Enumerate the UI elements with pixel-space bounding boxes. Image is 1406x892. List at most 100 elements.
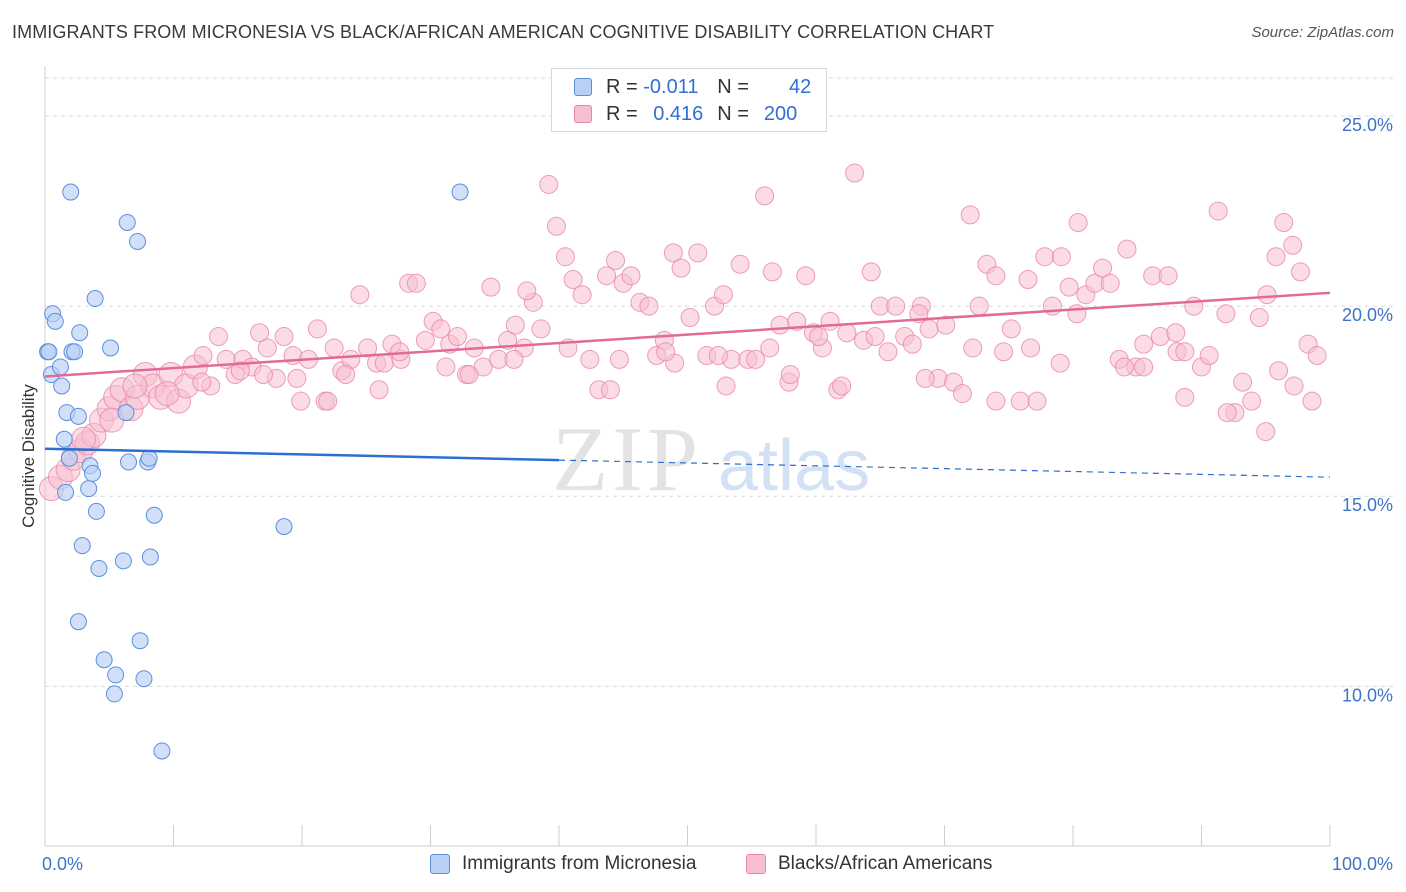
data-point-micronesia — [87, 502, 105, 520]
data-point-black — [324, 338, 344, 358]
data-point-black — [963, 338, 983, 358]
data-point-micronesia — [62, 183, 80, 201]
data-point-micronesia — [131, 632, 149, 650]
legend-n-value: 42 — [789, 75, 812, 98]
trend-line-micronesia-dashed — [558, 459, 1331, 478]
bottom-legend-swatch-blue — [430, 854, 450, 874]
data-point-black — [374, 353, 394, 373]
legend-n-label: N = — [717, 75, 755, 98]
data-point-black — [708, 346, 728, 366]
data-point-black — [1266, 247, 1286, 267]
legend-r-label: R = — [606, 75, 644, 98]
data-point-black — [861, 262, 881, 282]
data-point-black — [192, 372, 212, 392]
data-point-micronesia — [80, 480, 98, 498]
data-point-black — [730, 254, 750, 274]
data-point-black — [369, 380, 389, 400]
data-point-micronesia — [60, 449, 78, 467]
data-point-black — [539, 174, 559, 194]
data-point-black — [274, 327, 294, 347]
data-point-black — [1249, 308, 1269, 328]
data-point-black — [770, 315, 790, 335]
bottom-legend-black: Blacks/African Americans — [746, 851, 992, 877]
y-axis-label: Cognitive Disability — [19, 384, 38, 528]
legend-r-label: R = — [606, 102, 644, 125]
data-point-black — [663, 243, 683, 263]
data-point-black — [600, 380, 620, 400]
data-point-micronesia — [90, 559, 108, 577]
data-point-black — [878, 342, 898, 362]
data-point-micronesia — [71, 324, 89, 342]
y-tick-label: 10.0% — [1342, 685, 1393, 705]
data-point-micronesia — [129, 232, 147, 250]
data-point-micronesia — [135, 670, 153, 688]
data-point-black — [1035, 247, 1055, 267]
y-tick-label: 20.0% — [1342, 305, 1393, 325]
data-point-black — [1093, 258, 1113, 278]
data-point-black — [960, 205, 980, 225]
watermark-zip: ZIP — [552, 408, 702, 510]
data-point-black — [886, 296, 906, 316]
data-point-black — [936, 315, 956, 335]
data-point-black — [671, 258, 691, 278]
data-point-micronesia — [40, 343, 58, 361]
data-point-micronesia — [145, 506, 163, 524]
data-point-black — [1166, 323, 1186, 343]
data-point-black — [436, 357, 456, 377]
data-point-black — [307, 319, 327, 339]
bottom-legend-micronesia: Immigrants from Micronesia — [430, 851, 696, 877]
correlation-legend: R = -0.011 N = 42 R = 0.416 N = 200 — [551, 68, 827, 132]
data-point-black — [230, 361, 250, 381]
data-point-black — [986, 266, 1006, 286]
data-point-black — [656, 342, 676, 362]
data-point-micronesia — [57, 483, 75, 501]
legend-r-value: -0.011 — [643, 75, 699, 98]
data-point-black — [1217, 403, 1237, 423]
data-point-black — [621, 266, 641, 286]
data-point-black — [1010, 391, 1030, 411]
data-point-black — [1114, 357, 1134, 377]
data-point-black — [122, 373, 148, 399]
y-tick-label: 25.0% — [1342, 115, 1393, 135]
legend-n-value: 200 — [763, 102, 798, 125]
data-point-micronesia — [86, 290, 104, 308]
data-point-black — [1175, 387, 1195, 407]
data-point-micronesia — [114, 552, 132, 570]
data-point-black — [1257, 285, 1277, 305]
data-point-micronesia — [141, 548, 159, 566]
data-point-black — [915, 368, 935, 388]
data-point-black — [809, 327, 829, 347]
data-point-black — [952, 384, 972, 404]
data-point-black — [531, 319, 551, 339]
data-point-black — [287, 368, 307, 388]
tick-labels: 10.0% 15.0% 20.0% 25.0% 0.0% 100.0% — [42, 115, 1393, 874]
data-point-black — [481, 277, 501, 297]
data-point-micronesia — [69, 407, 87, 425]
data-point-micronesia — [46, 312, 64, 330]
data-point-black — [865, 327, 885, 347]
data-point-black — [193, 346, 213, 366]
data-point-black — [253, 365, 273, 385]
data-point-black — [780, 365, 800, 385]
data-point-black — [597, 266, 617, 286]
data-point-black — [1184, 296, 1204, 316]
data-point-micronesia — [55, 430, 73, 448]
data-point-black — [336, 365, 356, 385]
data-point-black — [447, 327, 467, 347]
data-point-micronesia — [117, 404, 135, 422]
data-point-black — [1269, 361, 1289, 381]
data-point-black — [580, 349, 600, 369]
data-point-black — [546, 216, 566, 236]
data-point-micronesia — [451, 183, 469, 201]
data-point-black — [746, 349, 766, 369]
data-point-black — [1284, 376, 1304, 396]
data-point-black — [71, 426, 97, 452]
data-point-black — [406, 273, 426, 293]
data-point-black — [350, 285, 370, 305]
data-point-black — [1117, 239, 1137, 259]
data-point-black — [1021, 338, 1041, 358]
data-point-black — [431, 319, 451, 339]
data-point-black — [291, 391, 311, 411]
data-point-black — [609, 349, 629, 369]
axes — [44, 66, 1331, 847]
